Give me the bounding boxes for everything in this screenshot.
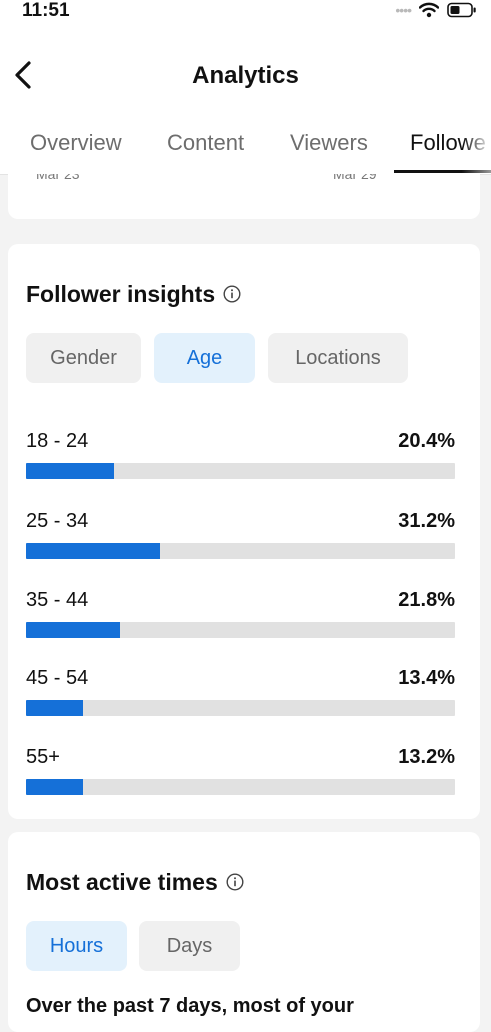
info-icon[interactable] <box>226 873 244 891</box>
back-button[interactable] <box>12 60 36 90</box>
info-icon[interactable] <box>223 285 241 303</box>
age-range-label: 55+ <box>26 746 60 768</box>
tabs-fade <box>463 128 491 168</box>
tab-viewers[interactable]: Viewers <box>290 130 368 155</box>
age-percent: 21.8% <box>398 589 455 611</box>
battery-icon <box>447 2 477 18</box>
age-bar-track <box>26 700 455 716</box>
tab-overview[interactable]: Overview <box>30 130 122 155</box>
age-percent: 31.2% <box>398 510 455 532</box>
age-bar-fill <box>26 543 160 559</box>
filter-days[interactable]: Days <box>139 921 240 971</box>
active-times-summary: Over the past 7 days, most of your <box>26 995 354 1017</box>
follower-insights-card: Follower insights Gender Age Locations 1… <box>8 244 480 819</box>
active-tab-indicator <box>394 170 491 173</box>
age-percent: 20.4% <box>398 430 455 452</box>
status-time: 11:51 <box>22 0 70 21</box>
age-range-label: 45 - 54 <box>26 667 89 689</box>
filter-hours[interactable]: Hours <box>26 921 127 971</box>
age-bar-track <box>26 622 455 638</box>
age-row: 25 - 34 31.2% <box>26 509 455 569</box>
age-bar-track <box>26 543 455 559</box>
age-bar-track <box>26 779 455 795</box>
age-row: 45 - 54 13.4% <box>26 666 455 726</box>
date-label-start: Mar 23 <box>36 174 80 182</box>
age-range-label: 35 - 44 <box>26 589 89 611</box>
follower-insights-title: Follower insights <box>26 280 241 308</box>
age-bar-fill <box>26 700 84 716</box>
most-active-title-text: Most active times <box>26 869 218 895</box>
filter-gender[interactable]: Gender <box>26 333 141 383</box>
filter-locations[interactable]: Locations <box>268 333 408 383</box>
age-percent: 13.4% <box>398 667 455 689</box>
age-row: 55+ 13.2% <box>26 745 455 805</box>
status-bar: 11:51 •••• <box>0 0 491 22</box>
age-percent: 13.2% <box>398 746 455 768</box>
age-range-label: 18 - 24 <box>26 430 89 452</box>
age-row: 18 - 24 20.4% <box>26 429 455 489</box>
filter-age[interactable]: Age <box>154 333 255 383</box>
age-row: 35 - 44 21.8% <box>26 588 455 648</box>
status-icons: •••• <box>395 2 477 18</box>
age-range-label: 25 - 34 <box>26 510 89 532</box>
age-bar-fill <box>26 463 114 479</box>
most-active-times-card: Most active times Hours Days Over the pa… <box>8 832 480 1032</box>
app-header: Analytics Overview Content Viewers Follo… <box>0 22 491 175</box>
most-active-title: Most active times <box>26 868 244 896</box>
signal-icon: •••• <box>395 2 412 18</box>
follower-insights-title-text: Follower insights <box>26 281 216 307</box>
chevron-left-icon <box>15 61 31 89</box>
tab-content[interactable]: Content <box>167 130 245 155</box>
age-bar-fill <box>26 779 83 795</box>
page-title: Analytics <box>192 62 299 89</box>
age-bar-fill <box>26 622 120 638</box>
age-bar-track <box>26 463 455 479</box>
wifi-icon <box>419 2 439 18</box>
tab-bar: Overview Content Viewers Followe <box>0 128 491 174</box>
previous-card: Mar 23 Mar 29 <box>8 174 480 219</box>
date-label-end: Mar 29 <box>333 174 377 182</box>
